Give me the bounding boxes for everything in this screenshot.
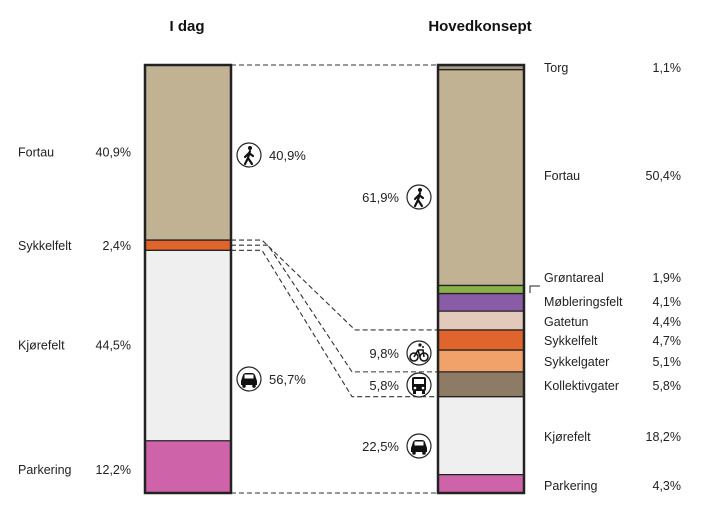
category-label-parkering: Parkering <box>18 463 72 477</box>
car-icon <box>406 433 432 459</box>
value-label-parkering: 4,3% <box>653 479 682 493</box>
bar-segment-grontareal <box>438 285 524 294</box>
bus-icon <box>406 372 432 398</box>
connector-line <box>231 239 438 331</box>
bar-segment-fortau <box>438 69 524 286</box>
category-label-gatetun: Gatetun <box>544 315 589 329</box>
column-title-i-dag: I dag <box>169 18 204 35</box>
category-label-fortau: Fortau <box>544 169 580 183</box>
leader-line <box>529 285 540 293</box>
pedestrian-icon <box>236 142 262 168</box>
bicycle-icon <box>406 340 432 366</box>
column-title-hovedkonsept: Hovedkonsept <box>428 18 531 35</box>
category-label-torg: Torg <box>544 61 568 75</box>
bar-segment-kjorefelt <box>438 396 524 475</box>
bar-segment-parkering <box>145 440 231 493</box>
bar-segment-gatetun <box>438 311 524 330</box>
value-label-grontareal: 1,9% <box>653 271 682 285</box>
value-label-torg: 1,1% <box>653 61 682 75</box>
category-label-kjorefelt: Kjørefelt <box>18 339 65 353</box>
pedestrian-icon <box>406 184 432 210</box>
bar-frame <box>143 63 233 495</box>
category-label-sykkelfelt: Sykkelfelt <box>18 239 72 253</box>
bar-segment-sykkelfelt <box>145 240 231 251</box>
value-label-fortau: 40,9% <box>96 146 131 160</box>
bar-segment-kollektivgater <box>438 371 524 397</box>
segment-labels: Fortau 40,9% Sykkelfelt 2,4% Kjørefelt 44,5% P… <box>18 61 681 493</box>
bar-segment-parkering <box>438 474 524 493</box>
value-label-mobleringsfelt: 4,1% <box>653 295 682 309</box>
value-label-parkering: 12,2% <box>96 463 131 477</box>
value-label-gatetun: 4,4% <box>653 315 682 329</box>
category-label-mobleringsfelt: Møbleringsfelt <box>544 295 623 309</box>
category-label-sykkelgater: Sykkelgater <box>544 355 609 369</box>
car-icon <box>236 366 262 392</box>
category-label-grontareal: Grøntareal <box>544 271 604 285</box>
group-value-label: 5,8% <box>369 378 399 393</box>
bar-segment-fortau <box>145 65 231 241</box>
group-value-label: 56,7% <box>269 372 306 387</box>
group-value-label: 40,9% <box>269 148 306 163</box>
bars <box>143 63 526 495</box>
value-label-kjorefelt: 44,5% <box>96 339 131 353</box>
category-label-sykkelfelt: Sykkelfelt <box>544 334 598 348</box>
group-labels: 40,9% 56,7% 61,9% 9,8% 5,8% 22,5% <box>236 142 432 459</box>
value-label-kollektivgater: 5,8% <box>653 379 682 393</box>
connector-lines <box>231 64 438 494</box>
bar-frame <box>436 63 526 495</box>
category-label-kjorefelt: Kjørefelt <box>544 430 591 444</box>
value-label-kjorefelt: 18,2% <box>646 430 681 444</box>
bar-segment-mobleringsfelt <box>438 293 524 312</box>
group-value-label: 9,8% <box>369 346 399 361</box>
value-label-sykkelfelt: 2,4% <box>103 239 132 253</box>
connector-line <box>231 244 438 373</box>
value-label-fortau: 50,4% <box>646 169 681 183</box>
bar-segment-sykkelfelt <box>438 329 524 351</box>
value-label-sykkelfelt: 4,7% <box>653 334 682 348</box>
group-value-label: 61,9% <box>362 190 399 205</box>
value-label-sykkelgater: 5,1% <box>653 355 682 369</box>
group-value-label: 22,5% <box>362 439 399 454</box>
bar-segment-kjorefelt <box>145 250 231 441</box>
category-label-fortau: Fortau <box>18 146 54 160</box>
category-label-kollektivgater: Kollektivgater <box>544 379 619 393</box>
connector-line <box>231 249 438 398</box>
bar-segment-sykkelgater <box>438 350 524 372</box>
bar-segment-torg <box>438 65 524 70</box>
category-label-parkering: Parkering <box>544 479 598 493</box>
